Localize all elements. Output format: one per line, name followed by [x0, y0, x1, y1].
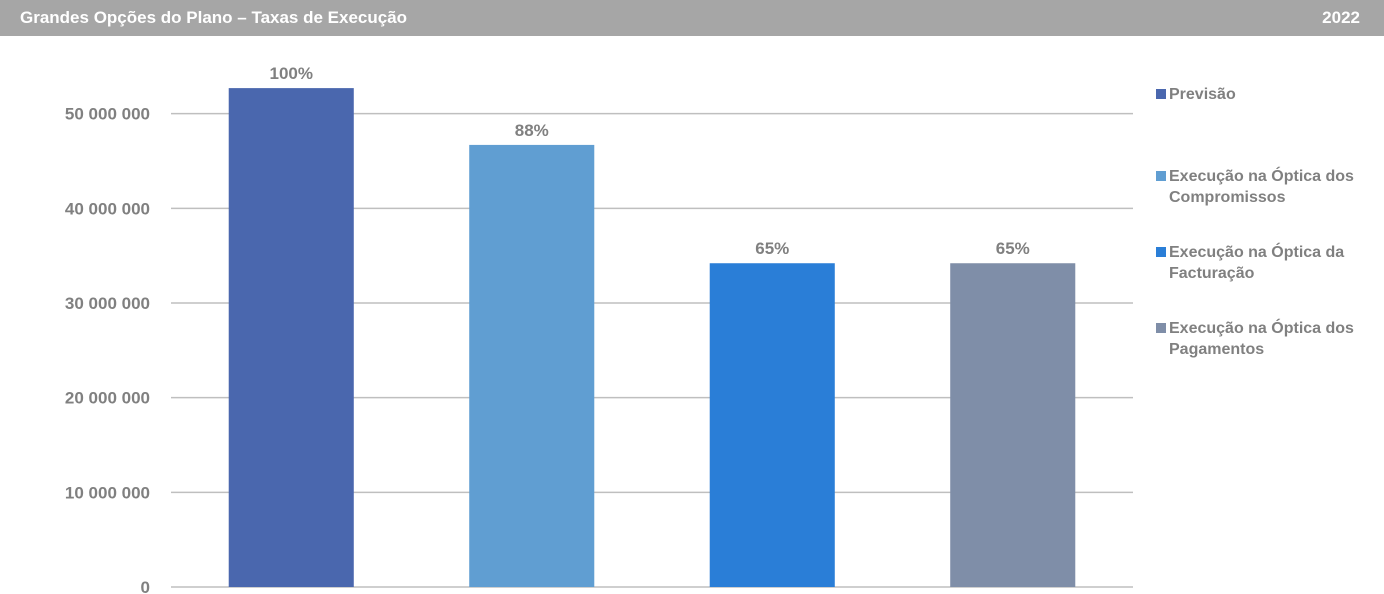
y-tick-label: 0 [141, 578, 150, 594]
chart-year: 2022 [1322, 8, 1360, 27]
data-label: 65% [996, 239, 1030, 258]
legend-label: Previsão [1169, 86, 1236, 103]
chart-header: Grandes Opções do Plano – Taxas de Execu… [0, 0, 1384, 36]
legend-label: Execução na Óptica dos Pagamentos [1169, 320, 1354, 358]
data-label: 88% [515, 121, 549, 140]
data-label: 65% [755, 239, 789, 258]
legend-swatch [1156, 323, 1166, 333]
data-label: 100% [270, 64, 313, 83]
legend-swatch [1156, 89, 1166, 99]
y-tick-label: 10 000 000 [65, 483, 150, 502]
bar [469, 144, 595, 587]
bar [228, 88, 354, 588]
bar-chart: 0 10 000 000 20 000 000 30 000 000 40 000 00… [65, 64, 1133, 594]
bar [709, 263, 835, 587]
legend-item: Execução na Óptica da Facturação [1156, 242, 1381, 284]
y-tick-label: 50 000 000 [65, 105, 150, 124]
legend-item: Previsão [1156, 84, 1381, 105]
legend-item: Execução na Óptica dos Pagamentos [1156, 318, 1381, 360]
legend-label: Execução na Óptica dos Compromissos [1169, 168, 1354, 206]
legend-item: Execução na Óptica dos Compromissos [1156, 166, 1381, 208]
y-tick-label: 30 000 000 [65, 294, 150, 313]
y-tick-label: 40 000 000 [65, 199, 150, 218]
legend-label: Execução na Óptica da Facturação [1169, 244, 1345, 282]
chart-title: Grandes Opções do Plano – Taxas de Execu… [20, 8, 408, 27]
legend-swatch [1156, 171, 1166, 181]
y-tick-label: 20 000 000 [65, 389, 150, 408]
bar [950, 263, 1076, 587]
legend-swatch [1156, 247, 1166, 257]
